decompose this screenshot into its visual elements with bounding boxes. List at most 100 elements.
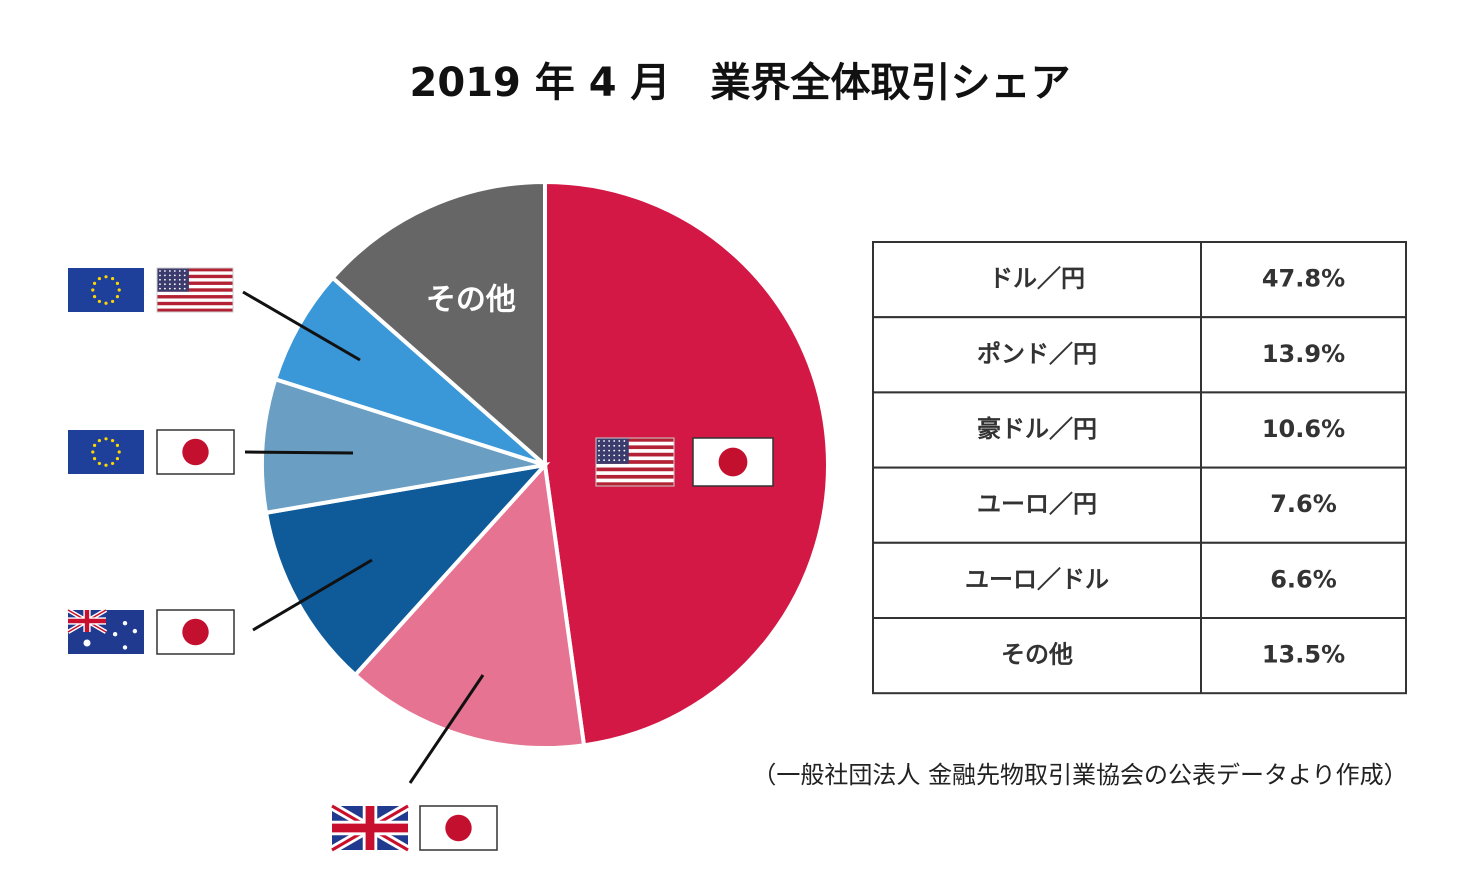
- flag-star: [603, 454, 605, 457]
- flag-star: [618, 449, 621, 452]
- flag-star: [122, 621, 128, 626]
- pie-slice: [543, 179, 830, 748]
- flag-jp: [156, 429, 235, 475]
- flag-star: [603, 440, 605, 442]
- slice-label: その他: [426, 282, 516, 317]
- flag-star: [618, 440, 621, 442]
- leader-line: [244, 450, 354, 455]
- flag-stripe: [157, 298, 233, 303]
- flag-field: [68, 268, 144, 312]
- flag-stripe: [596, 478, 674, 483]
- flag-field: [68, 430, 144, 474]
- flag-eu: [68, 268, 144, 312]
- table-row: [872, 617, 1407, 695]
- flag-star: [159, 283, 161, 286]
- table-category: 豪ドル／円: [977, 415, 1097, 443]
- flag-star: [117, 288, 121, 292]
- flag-us: [595, 437, 675, 487]
- pie-slice: [260, 376, 546, 516]
- flag-star: [111, 461, 115, 466]
- flag-star: [178, 287, 181, 290]
- jack-cross-red: [332, 806, 408, 850]
- flag-stripe: [157, 288, 233, 292]
- flag-star: [122, 645, 128, 650]
- flag-star: [164, 274, 166, 277]
- flag-star: [168, 270, 171, 272]
- flag-star: [618, 444, 621, 447]
- table-category: その他: [1001, 641, 1073, 669]
- flag-star: [183, 287, 186, 290]
- flag-stripe: [596, 445, 674, 450]
- flag-star: [92, 443, 97, 447]
- flag-star: [613, 444, 616, 447]
- flag-star: [159, 287, 161, 290]
- flag-star: [173, 274, 176, 277]
- flag-star: [173, 287, 176, 290]
- flag-star: [112, 632, 118, 637]
- flag-sun: [718, 447, 748, 477]
- flag-stripe: [596, 460, 674, 465]
- flag-stripe: [596, 474, 674, 479]
- flag-star: [608, 459, 611, 462]
- flag-star: [183, 278, 186, 281]
- flag-star: [111, 276, 115, 281]
- flag-star: [104, 275, 108, 279]
- flag-star: [92, 295, 97, 299]
- flag-star: [91, 450, 95, 454]
- flag-star: [115, 281, 120, 285]
- flag-border: [595, 437, 675, 487]
- flag-star: [83, 639, 91, 647]
- table-value: 13.9%: [1262, 340, 1345, 368]
- flag-star: [608, 449, 611, 452]
- flag-star: [164, 270, 166, 272]
- flag-star: [104, 437, 108, 441]
- flag-stripe: [596, 452, 674, 457]
- table-row: [872, 541, 1407, 619]
- flag-au: [66, 608, 144, 654]
- flag-star: [97, 276, 101, 281]
- leader-line: [408, 674, 485, 784]
- flag-star: [623, 459, 626, 462]
- flag-stripe: [157, 268, 233, 272]
- pie-slice: [352, 460, 587, 750]
- flag-star: [598, 449, 600, 452]
- flag-star: [115, 443, 120, 447]
- flag-star: [178, 283, 181, 286]
- flag-star: [115, 457, 120, 461]
- flag-star: [183, 274, 186, 277]
- flag-star: [608, 454, 611, 457]
- flag-stripe: [596, 441, 674, 446]
- flag-star: [132, 628, 138, 634]
- flag-star: [623, 440, 626, 442]
- flag-jp: [156, 609, 235, 655]
- flag-star: [159, 278, 161, 281]
- flag-star: [608, 444, 611, 447]
- flag-star: [92, 457, 97, 461]
- table-category: ユーロ／円: [977, 490, 1097, 518]
- flag-star: [117, 450, 121, 454]
- flag-star: [91, 288, 95, 292]
- flag-star: [97, 461, 101, 466]
- table-row: [872, 391, 1407, 469]
- flag-stripe: [596, 471, 674, 476]
- flag-sun: [182, 618, 209, 646]
- flag-uk: [329, 802, 411, 854]
- flag-stripe: [157, 295, 233, 299]
- flag-us: [156, 267, 234, 313]
- flag-star: [104, 463, 108, 467]
- flag-star: [168, 274, 171, 277]
- table-value: 7.6%: [1270, 490, 1337, 518]
- flag-star: [111, 438, 115, 443]
- flag-star: [603, 444, 605, 447]
- flag-star: [623, 449, 626, 452]
- flag-star: [173, 270, 176, 272]
- table-value: 6.6%: [1270, 565, 1337, 593]
- flag-sun: [182, 438, 209, 466]
- union-jack: [66, 608, 108, 634]
- flag-canton: [157, 268, 189, 292]
- flag-star: [164, 283, 166, 286]
- flag-star: [598, 444, 600, 447]
- flag-star: [168, 287, 171, 290]
